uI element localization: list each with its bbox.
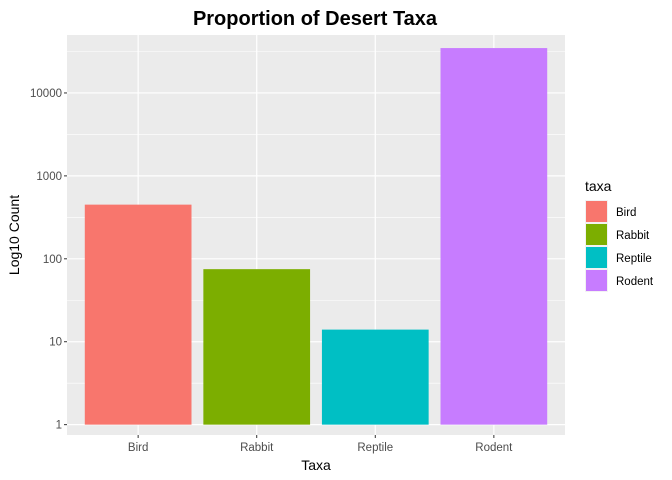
- legend-label: Rabbit: [616, 230, 650, 242]
- y-tick-label: 10000: [30, 88, 62, 100]
- legend-label: Bird: [616, 207, 636, 219]
- x-axis: Bird Rabbit Reptile Rodent: [128, 435, 513, 454]
- x-tick-label: Rabbit: [240, 442, 274, 454]
- y-tick-label: 1000: [36, 171, 62, 183]
- legend-label: Rodent: [616, 276, 654, 288]
- y-tick-label: 100: [43, 254, 62, 266]
- x-tick-label: Bird: [128, 442, 148, 454]
- bar-bird: [84, 204, 192, 425]
- legend-swatch-bird: [586, 201, 607, 222]
- legend-swatch-rodent: [586, 270, 607, 291]
- x-axis-title: Taxa: [301, 457, 331, 473]
- bar-rodent: [440, 48, 548, 425]
- bars: [84, 48, 548, 425]
- legend-swatch-reptile: [586, 247, 607, 268]
- legend-swatch-rabbit: [586, 224, 607, 245]
- bar-rabbit: [203, 269, 311, 425]
- legend-label: Reptile: [616, 253, 652, 265]
- chart-title: Proportion of Desert Taxa: [193, 8, 438, 30]
- y-axis: 1 10 100 1000 10000: [30, 88, 67, 432]
- y-tick-label: 1: [56, 420, 62, 432]
- legend-title: taxa: [585, 178, 612, 194]
- y-tick-label: 10: [49, 337, 62, 349]
- y-axis-title: Log10 Count: [6, 195, 22, 275]
- x-tick-label: Rodent: [475, 442, 513, 454]
- legend: taxa Bird Rabbit Reptile Rodent: [585, 178, 654, 292]
- x-tick-label: Reptile: [357, 442, 393, 454]
- bar-reptile: [321, 329, 429, 425]
